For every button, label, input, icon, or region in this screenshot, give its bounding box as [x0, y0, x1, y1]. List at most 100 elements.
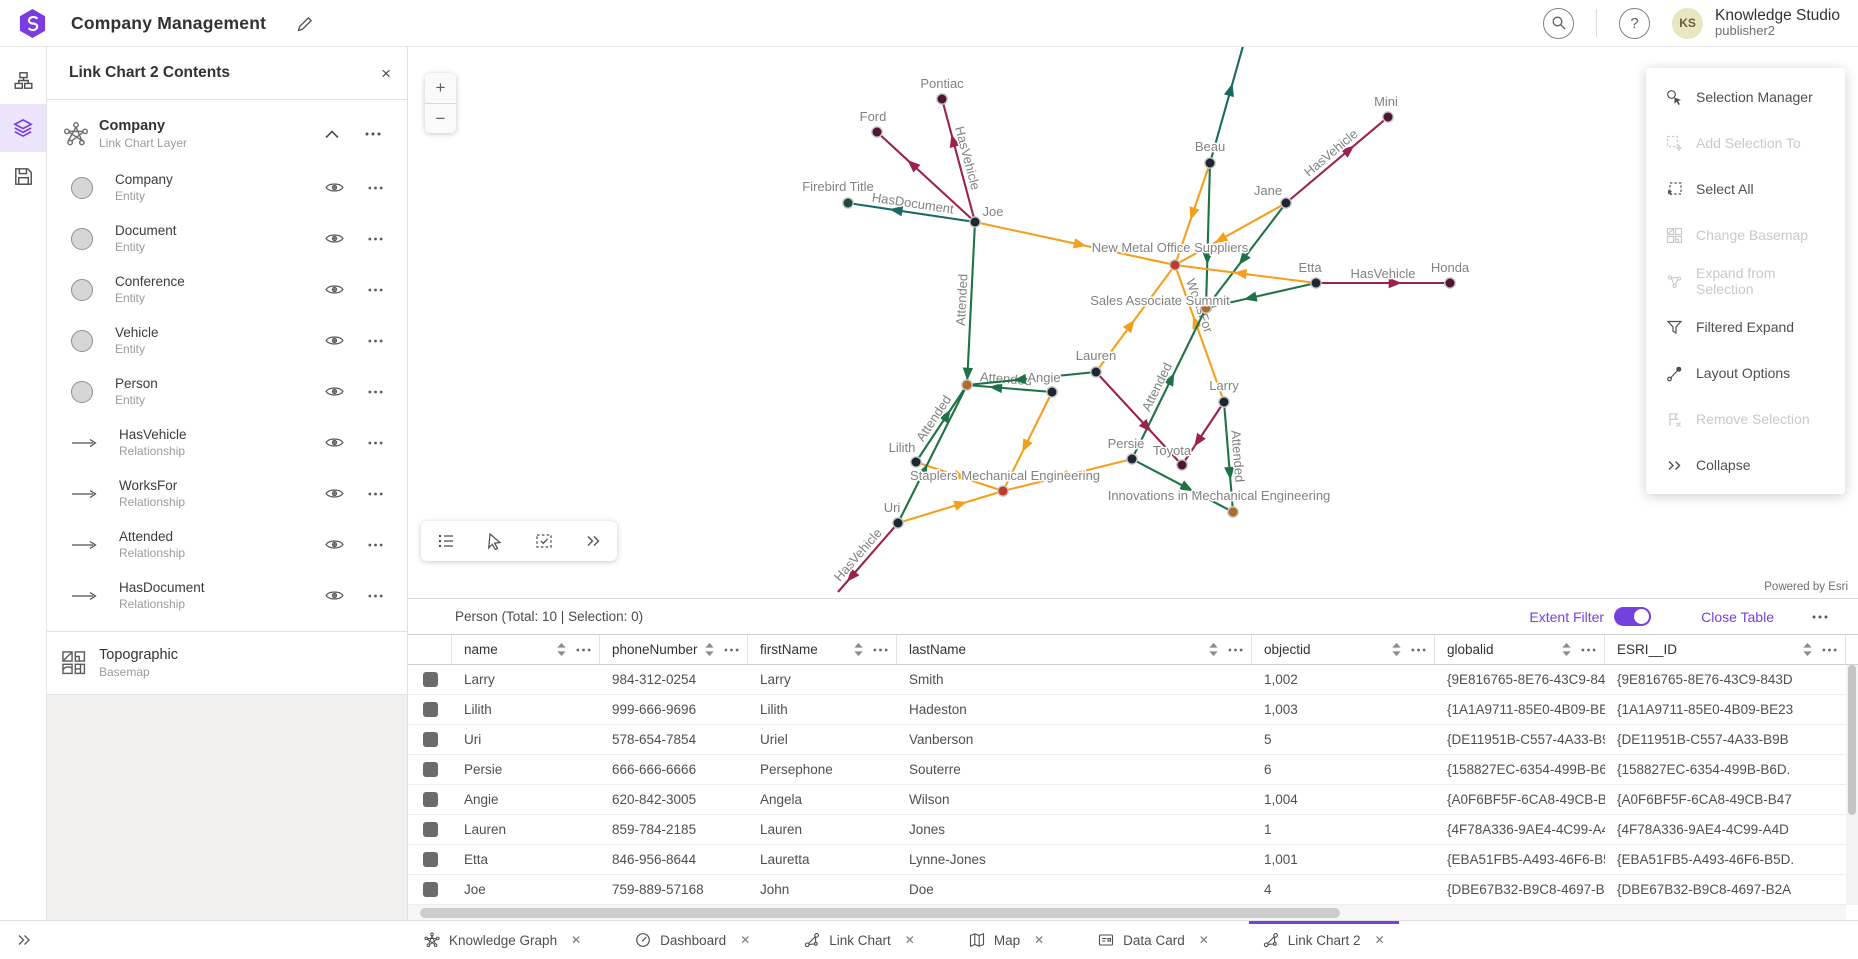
collapse-group-icon[interactable] [325, 129, 339, 139]
view-tab[interactable]: Link Chart ✕ [790, 921, 929, 959]
table-row[interactable]: Etta 846-956-8644 Lauretta Lynne-Jones 1,001… [408, 845, 1858, 875]
layer-options-icon[interactable] [368, 186, 383, 190]
close-tab-icon[interactable]: ✕ [571, 933, 582, 947]
row-checkbox[interactable] [422, 672, 438, 687]
search-button[interactable] [1543, 7, 1575, 39]
context-menu-item[interactable]: Select All [1646, 166, 1845, 212]
table-row[interactable]: Joe 759-889-57168 John Doe 4 {DBE67B32-B9C8-4… [408, 875, 1858, 905]
context-menu-item[interactable]: Selection Manager [1646, 74, 1845, 120]
row-checkbox[interactable] [422, 732, 438, 747]
sort-icon[interactable] [854, 643, 863, 656]
layers-icon[interactable] [0, 104, 46, 152]
sort-icon[interactable] [1392, 643, 1401, 656]
sort-icon[interactable] [1209, 643, 1218, 656]
sort-icon[interactable] [1562, 643, 1571, 656]
column-options-icon[interactable] [1228, 648, 1243, 652]
layer-options-icon[interactable] [368, 339, 383, 343]
contents-layer-item[interactable]: HasVehicle Relationship [47, 417, 407, 468]
column-header[interactable]: lastName [897, 635, 1252, 664]
expand-icon[interactable] [576, 524, 610, 558]
table-row[interactable]: Uri 578-654-7854 Uriel Vanberson 5 {DE11951B-… [408, 725, 1858, 755]
visibility-eye-icon[interactable] [325, 487, 344, 500]
column-options-icon[interactable] [873, 648, 888, 652]
visibility-eye-icon[interactable] [325, 283, 344, 296]
close-tab-icon[interactable]: ✕ [1198, 933, 1209, 947]
contents-layer-item[interactable]: Attended Relationship [47, 519, 407, 570]
context-menu-item[interactable]: Collapse [1646, 442, 1845, 488]
contents-layer-item[interactable]: HasDocument Relationship [47, 570, 407, 621]
contents-layer-item[interactable]: Company Entity [47, 162, 407, 213]
view-tab[interactable]: Dashboard ✕ [621, 921, 764, 959]
layer-options-icon[interactable] [368, 543, 383, 547]
row-checkbox[interactable] [422, 822, 438, 837]
close-tab-icon[interactable]: ✕ [904, 933, 915, 947]
column-options-icon[interactable] [724, 648, 739, 652]
view-tab[interactable]: Link Chart 2 ✕ [1248, 921, 1399, 959]
row-checkbox[interactable] [422, 792, 438, 807]
basemap-row[interactable]: Topographic Basemap [47, 631, 407, 695]
layer-options-icon[interactable] [368, 390, 383, 394]
column-header[interactable]: objectid [1252, 635, 1435, 664]
column-header[interactable]: globalid [1435, 635, 1605, 664]
visibility-eye-icon[interactable] [325, 538, 344, 551]
row-checkbox[interactable] [422, 762, 438, 777]
table-options-icon[interactable] [1812, 615, 1836, 619]
select-cursor-icon[interactable] [478, 524, 512, 558]
sort-icon[interactable] [705, 643, 714, 656]
table-row[interactable]: Persie 666-666-6666 Persephone Souterre 6 {15… [408, 755, 1858, 785]
view-tab[interactable]: Knowledge Graph ✕ [410, 921, 595, 959]
layer-options-icon[interactable] [368, 288, 383, 292]
table-horizontal-scrollbar[interactable] [408, 905, 1846, 921]
visibility-eye-icon[interactable] [325, 436, 344, 449]
zoom-out-button[interactable]: − [425, 103, 456, 133]
avatar[interactable]: KS [1672, 7, 1704, 39]
visibility-eye-icon[interactable] [325, 181, 344, 194]
marquee-select-icon[interactable] [527, 524, 561, 558]
contents-layer-item[interactable]: WorksFor Relationship [47, 468, 407, 519]
extent-filter-label[interactable]: Extent Filter [1529, 608, 1605, 625]
table-row[interactable]: Lauren 859-784-2185 Lauren Jones 1 {4F78A336-… [408, 815, 1858, 845]
extent-filter-toggle[interactable] [1614, 607, 1652, 626]
table-row[interactable]: Lilith 999-666-9696 Lilith Hadeston 1,003 {1A… [408, 695, 1858, 725]
context-menu-item[interactable]: Layout Options [1646, 350, 1845, 396]
column-options-icon[interactable] [1411, 648, 1426, 652]
close-table-button[interactable]: Close Table [1701, 608, 1774, 625]
visibility-eye-icon[interactable] [325, 232, 344, 245]
group-options-icon[interactable] [365, 132, 381, 136]
column-options-icon[interactable] [1822, 648, 1837, 652]
contents-layer-item[interactable]: Person Entity [47, 366, 407, 417]
column-header[interactable]: ESRI__ID [1605, 635, 1846, 664]
legend-list-icon[interactable] [429, 524, 463, 558]
visibility-eye-icon[interactable] [325, 334, 344, 347]
layer-group-row[interactable]: Company Link Chart Layer [47, 100, 407, 162]
layer-options-icon[interactable] [368, 441, 383, 445]
visibility-eye-icon[interactable] [325, 589, 344, 602]
row-checkbox[interactable] [422, 852, 438, 867]
context-menu-item[interactable]: Filtered Expand [1646, 304, 1845, 350]
contents-layer-item[interactable]: Conference Entity [47, 264, 407, 315]
data-model-icon[interactable] [0, 56, 46, 104]
column-header[interactable]: firstName [748, 635, 897, 664]
close-tab-icon[interactable]: ✕ [1034, 933, 1045, 947]
close-panel-icon[interactable]: × [381, 63, 391, 83]
sort-icon[interactable] [1803, 643, 1812, 656]
table-row[interactable]: Angie 620-842-3005 Angela Wilson 1,004 {A0F6B… [408, 785, 1858, 815]
view-tab[interactable]: Data Card ✕ [1084, 921, 1223, 959]
edit-title-button[interactable] [292, 10, 318, 36]
column-options-icon[interactable] [1581, 648, 1596, 652]
close-tab-icon[interactable]: ✕ [1374, 933, 1385, 947]
column-header[interactable]: phoneNumber [600, 635, 748, 664]
row-checkbox[interactable] [422, 702, 438, 717]
account-info[interactable]: Knowledge Studio publisher2 [1715, 7, 1840, 39]
link-chart-canvas[interactable]: HasVehicle HasDocument Attended HasVehicle H… [408, 47, 1858, 598]
contents-layer-item[interactable]: Document Entity [47, 213, 407, 264]
table-vertical-scrollbar[interactable] [1846, 665, 1858, 905]
layer-options-icon[interactable] [368, 594, 383, 598]
sort-icon[interactable] [557, 643, 566, 656]
column-options-icon[interactable] [576, 648, 591, 652]
table-row[interactable]: Larry 984-312-0254 Larry Smith 1,002 {9E81676… [408, 665, 1858, 695]
expand-rail-icon[interactable] [0, 921, 47, 959]
save-icon[interactable] [0, 152, 46, 200]
view-tab[interactable]: Map ✕ [955, 921, 1058, 959]
close-tab-icon[interactable]: ✕ [740, 933, 751, 947]
